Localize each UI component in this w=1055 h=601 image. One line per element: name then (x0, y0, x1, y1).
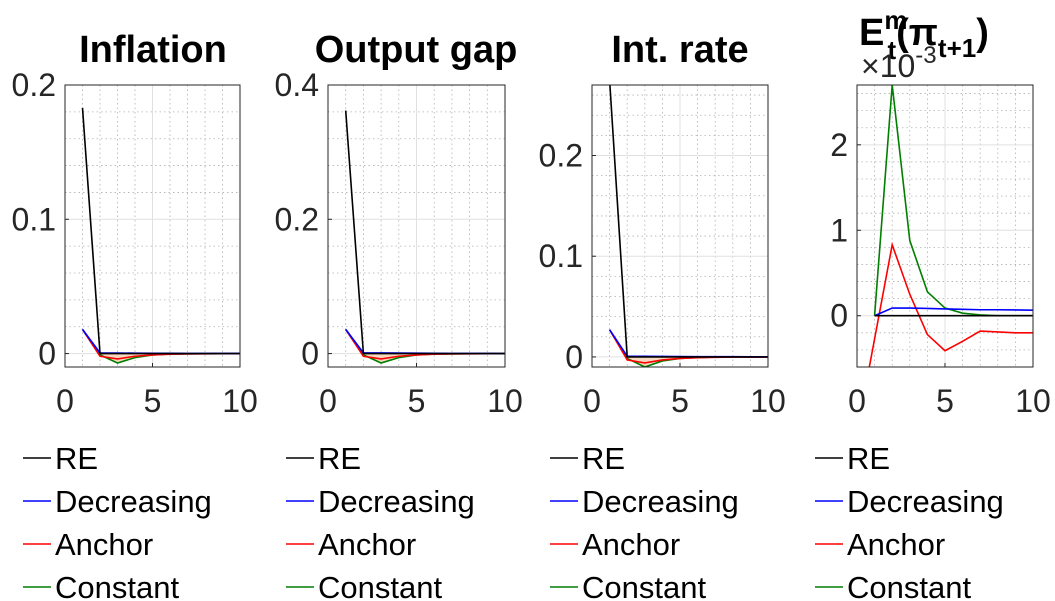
panel-int-rate: 0 5 10 0 0.1 0.2 Int. rate RE Decreasing Anchor Co… (539, 29, 786, 601)
legend-label-constant: Constant (55, 570, 179, 601)
legend-label-anchor: Anchor (847, 527, 945, 562)
x-tick-label: 10 (1015, 383, 1051, 419)
x-tick-label: 5 (671, 383, 689, 419)
exponent-label: ×10-3 (861, 42, 937, 84)
y-tick-label: 0.2 (539, 138, 583, 174)
x-tick-label: 10 (750, 383, 786, 419)
chart-title: Inflation (79, 29, 227, 71)
legend-label-anchor: Anchor (582, 527, 680, 562)
y-tick-label: 0.4 (275, 67, 319, 103)
series-line-anchor (868, 241, 1033, 367)
series-line-decreasing (874, 307, 1033, 317)
x-tick-label: 0 (848, 383, 866, 419)
legend-label-constant: Constant (847, 570, 971, 601)
x-tick-label: 0 (56, 383, 74, 419)
x-tick-label: 0 (319, 383, 337, 419)
y-tick-label: 2 (830, 127, 848, 163)
chart-title: Em t(πt+1) (859, 5, 989, 65)
y-tick-label: 0 (38, 336, 56, 372)
legend-label-decreasing: Decreasing (847, 484, 1004, 519)
y-tick-label: 0.1 (12, 201, 56, 237)
title-part: (π (896, 12, 938, 54)
series-line-re (609, 85, 768, 358)
chart-title: Output gap (315, 29, 518, 71)
x-tick-label: 5 (144, 383, 162, 419)
y-tick-label: 1 (830, 212, 848, 248)
title-part: t+1 (938, 33, 976, 63)
legend-label-anchor: Anchor (55, 527, 153, 562)
band-area (82, 329, 240, 363)
band-area (345, 329, 505, 363)
title-part: E (859, 12, 884, 54)
legend-label-re: RE (318, 441, 361, 476)
y-tick-label: 0 (830, 298, 848, 334)
y-tick-label: 0.2 (275, 201, 319, 237)
title-part: ) (976, 12, 989, 54)
legend-label-constant: Constant (582, 570, 706, 601)
series-line-re (344, 110, 505, 355)
panel-inflation: 0 5 10 0 0.1 0.2 Inflation RE Decreasing Anchor Co… (12, 29, 258, 601)
y-tick-label: 0.1 (539, 238, 583, 274)
legend-label-re: RE (55, 441, 98, 476)
legend-label-decreasing: Decreasing (318, 484, 475, 519)
series-line-re (81, 107, 240, 355)
title-part: m (884, 5, 907, 35)
legend-label-re: RE (582, 441, 625, 476)
x-tick-label: 0 (583, 383, 601, 419)
x-tick-label: 5 (936, 383, 954, 419)
x-tick-label: 5 (408, 383, 426, 419)
legend-label-re: RE (847, 441, 890, 476)
y-tick-label: 0 (301, 336, 319, 372)
y-tick-label: 0 (565, 339, 583, 375)
x-tick-label: 10 (487, 383, 523, 419)
legend-label-decreasing: Decreasing (582, 484, 739, 519)
legend-label-constant: Constant (318, 570, 442, 601)
x-tick-label: 10 (222, 383, 258, 419)
chart-title: Int. rate (611, 29, 748, 71)
legend-label-anchor: Anchor (318, 527, 416, 562)
title-part: t (887, 35, 896, 65)
legend-label-decreasing: Decreasing (55, 484, 212, 519)
exponent-base: ×10 (861, 48, 915, 84)
exponent-power: -3 (915, 42, 936, 69)
y-tick-label: 0.2 (12, 67, 56, 103)
